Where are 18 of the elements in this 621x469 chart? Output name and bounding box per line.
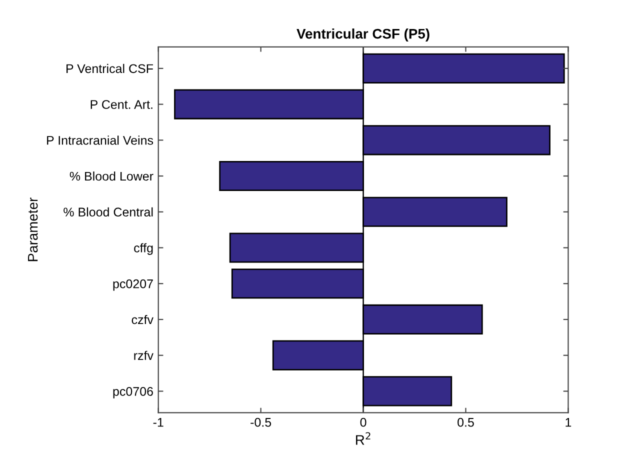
y-tick-label: pc0706 <box>113 387 153 398</box>
x-tick-label: -1 <box>153 418 164 427</box>
y-tick-label: pc0207 <box>113 279 153 291</box>
y-tick-label: P Intracranial Veins <box>47 136 154 145</box>
x-tick-label: 1 <box>566 418 572 427</box>
x-tick-label: -0.5 <box>250 418 272 427</box>
y-tick-label: czfv <box>132 314 154 324</box>
y-tick-label: P Ventrical CSF <box>66 64 153 74</box>
x-tick-label: 0.5 <box>458 418 474 427</box>
y-tick-label: cffg <box>134 243 153 255</box>
y-tick-label: % Blood Lower <box>70 171 154 181</box>
x-tick-label: 0 <box>360 418 366 427</box>
y-tick-label: P Cent. Art. <box>90 100 152 109</box>
chart-title: Ventricular CSF (P5) <box>296 28 430 42</box>
y-tick-label: % Blood Central <box>64 207 153 217</box>
x-axis-title: R$^{2}$ <box>356 432 370 445</box>
y-tick-label: rzfv <box>134 350 154 360</box>
y-axis-title: Parameter <box>28 198 38 262</box>
